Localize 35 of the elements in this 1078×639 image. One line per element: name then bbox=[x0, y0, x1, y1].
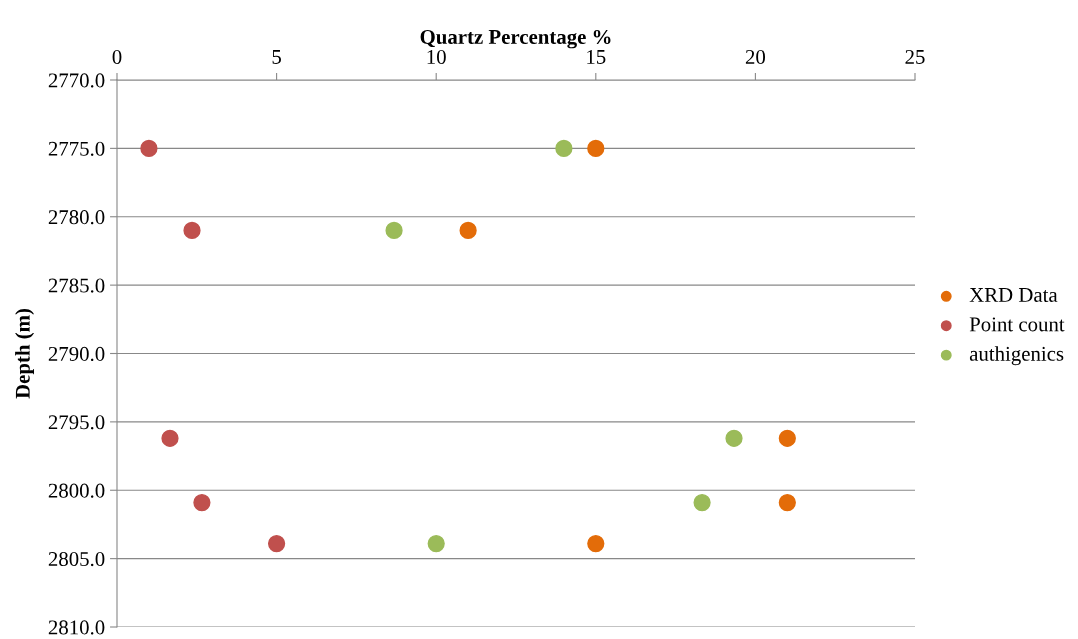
point bbox=[161, 429, 179, 447]
point bbox=[555, 139, 573, 157]
x-tick-label: 25 bbox=[905, 49, 925, 64]
point bbox=[587, 139, 605, 157]
x-axis-title: Quartz Percentage % bbox=[420, 29, 611, 49]
point bbox=[267, 534, 286, 553]
y-tick-label: 2800.0 bbox=[48, 483, 105, 498]
x-tick-label: 5 bbox=[272, 50, 281, 64]
x-tick-label: 20 bbox=[745, 49, 766, 64]
y-tick-label: 2795.0 bbox=[48, 415, 105, 430]
point bbox=[183, 221, 201, 240]
y-axis-title: Depth (m) bbox=[15, 308, 35, 399]
legend-label: XRD Data bbox=[969, 288, 1058, 302]
x-tick-label: 10 bbox=[427, 49, 446, 64]
y-tick-label: 2810.0 bbox=[48, 620, 105, 635]
point bbox=[140, 139, 158, 157]
y-tick-label: 2785.0 bbox=[48, 278, 105, 293]
point bbox=[778, 429, 796, 447]
point bbox=[385, 221, 403, 240]
point bbox=[427, 534, 445, 553]
x-tick-label: 15 bbox=[587, 50, 606, 64]
y-tick-label: 2770.0 bbox=[48, 73, 105, 88]
y-tick-label: 2775.0 bbox=[48, 141, 105, 156]
point bbox=[693, 493, 711, 512]
legend-label: Point count bbox=[969, 317, 1065, 332]
x-tick-label: 0 bbox=[112, 49, 122, 64]
y-tick-label: 2805.0 bbox=[48, 552, 105, 567]
point bbox=[778, 493, 796, 512]
point bbox=[587, 534, 605, 553]
legend-label: authigenics bbox=[969, 346, 1064, 366]
point bbox=[459, 221, 477, 240]
y-tick-label: 2780.0 bbox=[48, 210, 105, 225]
point bbox=[193, 493, 211, 512]
point bbox=[725, 429, 743, 447]
y-tick-label: 2790.0 bbox=[48, 346, 105, 362]
